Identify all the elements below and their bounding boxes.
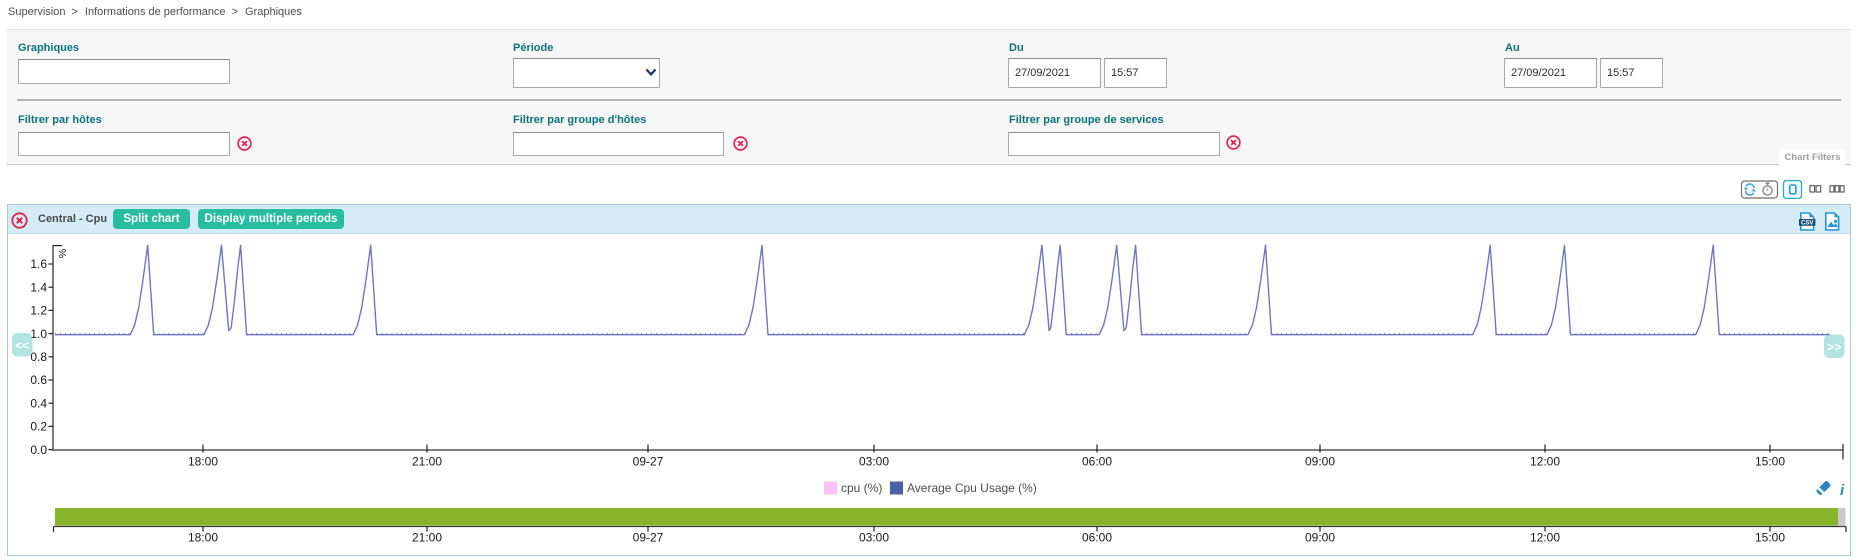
svg-text:i: i — [1840, 482, 1845, 499]
svg-text:1.0: 1.0 — [30, 327, 47, 341]
svg-text:CSV: CSV — [1801, 220, 1813, 226]
svg-text:>>: >> — [1827, 340, 1841, 354]
svg-text:%: % — [57, 249, 69, 258]
svg-text:21:00: 21:00 — [412, 531, 442, 545]
svg-text:15:00: 15:00 — [1755, 531, 1785, 545]
svg-text:12:00: 12:00 — [1530, 531, 1560, 545]
svg-text:21:00: 21:00 — [412, 455, 442, 469]
svg-text:18:00: 18:00 — [188, 531, 218, 545]
svg-text:cpu (%): cpu (%) — [841, 481, 882, 495]
svg-text:Average Cpu Usage (%): Average Cpu Usage (%) — [907, 481, 1037, 495]
svg-text:09-27: 09-27 — [633, 531, 664, 545]
svg-text:03:00: 03:00 — [859, 455, 889, 469]
svg-text:1.2: 1.2 — [30, 304, 47, 318]
svg-text:0.0: 0.0 — [30, 443, 47, 457]
svg-text:03:00: 03:00 — [859, 531, 889, 545]
svg-text:0.2: 0.2 — [30, 420, 47, 434]
svg-text:<<: << — [15, 339, 29, 353]
svg-text:15:00: 15:00 — [1755, 455, 1785, 469]
svg-text:09-27: 09-27 — [633, 455, 664, 469]
svg-text:0.8: 0.8 — [30, 350, 47, 364]
svg-text:09:00: 09:00 — [1305, 455, 1335, 469]
svg-text:12:00: 12:00 — [1530, 455, 1560, 469]
svg-text:18:00: 18:00 — [188, 455, 218, 469]
svg-text:06:00: 06:00 — [1082, 455, 1112, 469]
svg-text:1.4: 1.4 — [30, 280, 47, 294]
svg-text:06:00: 06:00 — [1082, 531, 1112, 545]
svg-text:0.6: 0.6 — [30, 373, 47, 387]
svg-text:09:00: 09:00 — [1305, 531, 1335, 545]
svg-text:1.6: 1.6 — [30, 257, 47, 271]
svg-text:0.4: 0.4 — [30, 396, 47, 410]
